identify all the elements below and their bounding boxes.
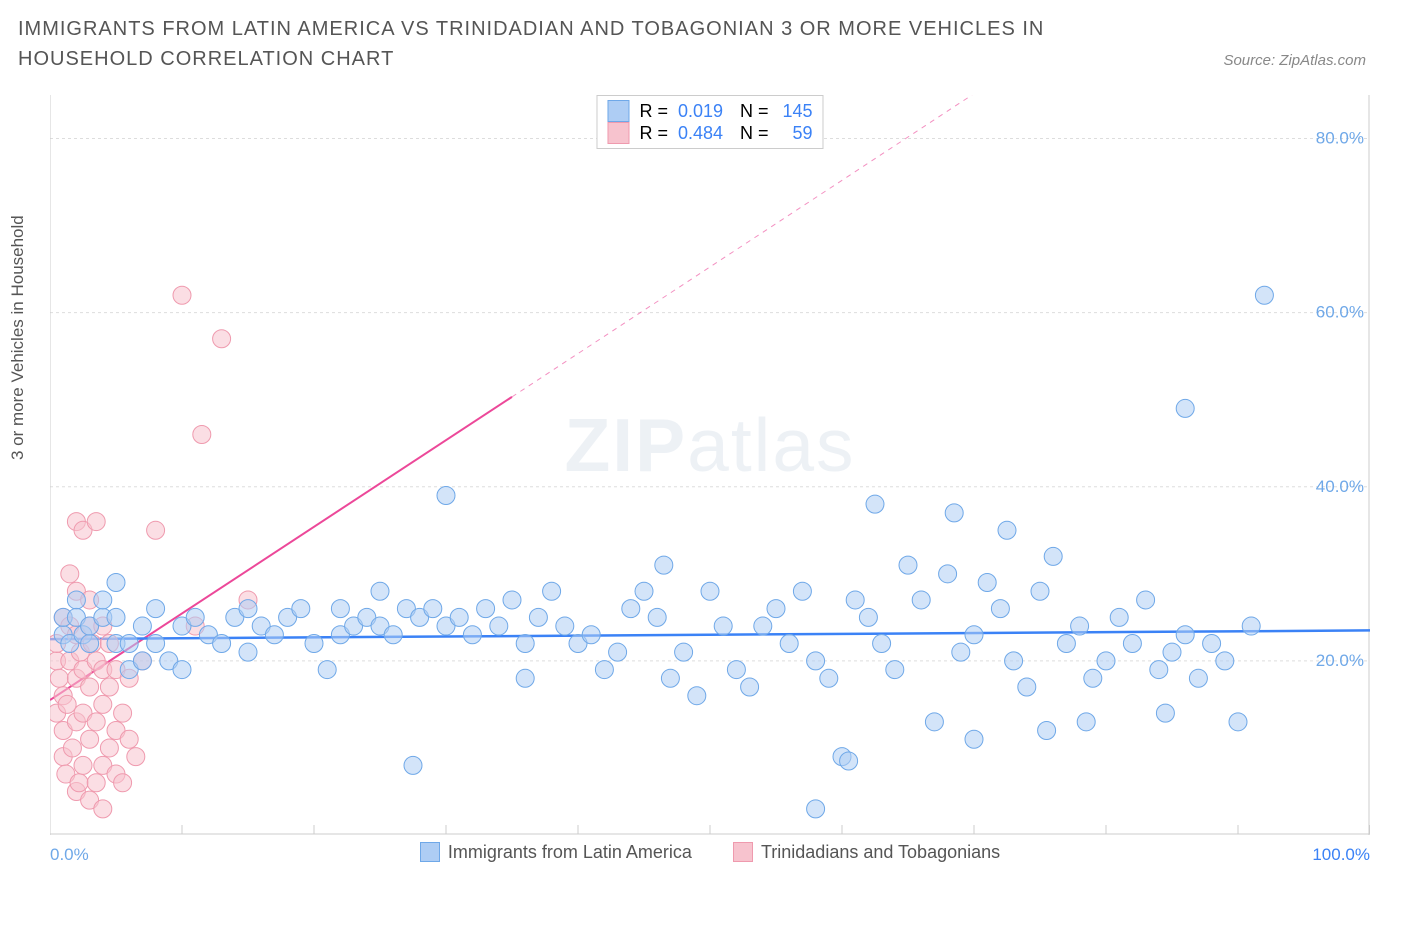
- swatch-b: [733, 842, 753, 862]
- swatch-a: [607, 100, 629, 122]
- r-label: R =: [639, 101, 668, 122]
- scatter-plot: 20.0% 40.0% 60.0% 80.0%: [50, 95, 1370, 835]
- n-label: N =: [740, 123, 769, 144]
- chart-area: ZIPatlas 20.0%40.0%60.0%80.0% R = 0.019 …: [50, 95, 1370, 865]
- svg-text:80.0%: 80.0%: [1316, 129, 1364, 148]
- legend-label-a: Immigrants from Latin America: [448, 842, 692, 863]
- swatch-a: [420, 842, 440, 862]
- n-value: 59: [779, 123, 813, 144]
- svg-text:40.0%: 40.0%: [1316, 477, 1364, 496]
- legend-series: Immigrants from Latin America Trinidadia…: [50, 842, 1370, 868]
- svg-text:60.0%: 60.0%: [1316, 303, 1364, 322]
- legend-item-b: Trinidadians and Tobagonians: [733, 842, 1000, 863]
- r-value: 0.484: [678, 123, 730, 144]
- source-label: Source: ZipAtlas.com: [1223, 52, 1366, 69]
- r-value: 0.019: [678, 101, 730, 122]
- n-label: N =: [740, 101, 769, 122]
- legend-item-a: Immigrants from Latin America: [420, 842, 692, 863]
- legend-row-a: R = 0.019 N = 145: [607, 100, 812, 122]
- chart-title: IMMIGRANTS FROM LATIN AMERICA VS TRINIDA…: [18, 14, 1118, 74]
- svg-text:20.0%: 20.0%: [1316, 651, 1364, 670]
- legend-row-b: R = 0.484 N = 59: [607, 122, 812, 144]
- legend-correlation: R = 0.019 N = 145 R = 0.484 N = 59: [596, 95, 823, 149]
- n-value: 145: [779, 101, 813, 122]
- y-axis-label: 3 or more Vehicles in Household: [8, 215, 28, 460]
- r-label: R =: [639, 123, 668, 144]
- swatch-b: [607, 122, 629, 144]
- legend-label-b: Trinidadians and Tobagonians: [761, 842, 1000, 863]
